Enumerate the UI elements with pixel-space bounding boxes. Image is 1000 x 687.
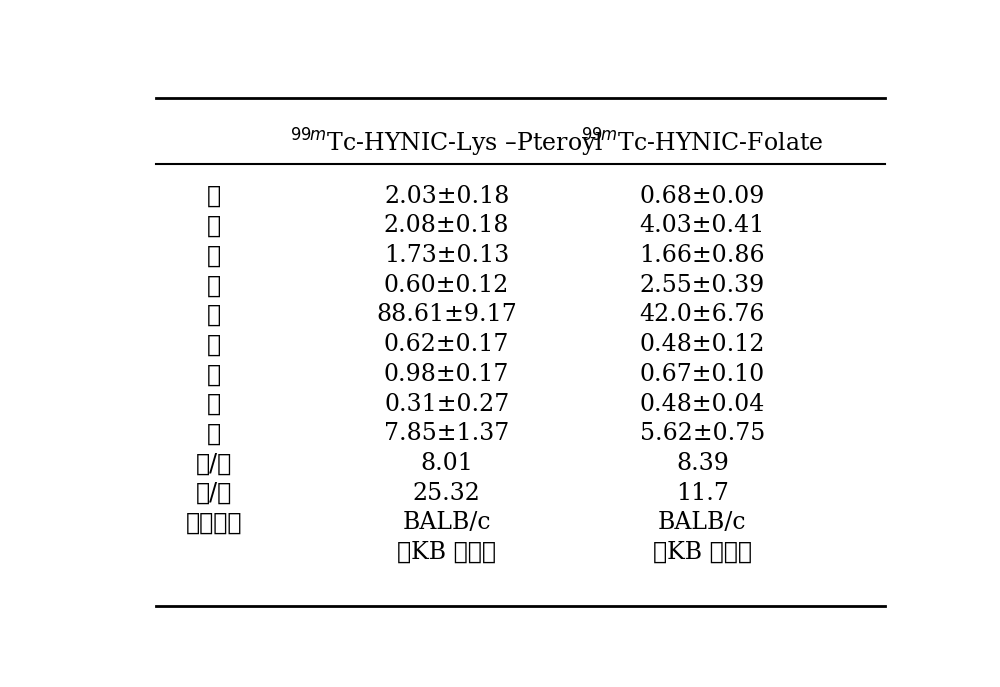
Text: 42.0±6.76: 42.0±6.76 (640, 304, 765, 326)
Text: 1.73±0.13: 1.73±0.13 (384, 244, 509, 267)
Text: 4.03±0.41: 4.03±0.41 (640, 214, 765, 238)
Text: 0.67±0.10: 0.67±0.10 (640, 363, 765, 386)
Text: 0.60±0.12: 0.60±0.12 (384, 274, 509, 297)
Text: 0.31±0.27: 0.31±0.27 (384, 392, 509, 416)
Text: 肾: 肾 (207, 303, 221, 327)
Text: $^{99m}$Tc-HYNIC-Folate: $^{99m}$Tc-HYNIC-Folate (581, 130, 824, 157)
Text: 7.85±1.37: 7.85±1.37 (384, 423, 509, 445)
Text: 8.01: 8.01 (420, 452, 473, 475)
Text: 肉: 肉 (207, 363, 221, 386)
Text: 2.08±0.18: 2.08±0.18 (384, 214, 509, 238)
Text: 肝: 肝 (207, 214, 221, 238)
Text: 瘤: 瘤 (207, 422, 221, 446)
Text: 肺: 肺 (207, 244, 221, 267)
Text: （KB 细胞）: （KB 细胞） (397, 541, 496, 564)
Text: 血: 血 (207, 392, 221, 416)
Text: 肿瘤模型: 肿瘤模型 (186, 511, 242, 535)
Text: 2.03±0.18: 2.03±0.18 (384, 185, 509, 207)
Text: BALB/c: BALB/c (658, 511, 747, 534)
Text: 心: 心 (207, 184, 221, 208)
Text: 0.48±0.12: 0.48±0.12 (640, 333, 765, 356)
Text: 88.61±9.17: 88.61±9.17 (376, 304, 517, 326)
Text: 肠: 肠 (207, 333, 221, 357)
Text: 瘤/血: 瘤/血 (196, 481, 232, 505)
Text: （KB 细胞）: （KB 细胞） (653, 541, 752, 564)
Text: 0.62±0.17: 0.62±0.17 (384, 333, 509, 356)
Text: 脾: 脾 (207, 273, 221, 297)
Text: 0.98±0.17: 0.98±0.17 (384, 363, 509, 386)
Text: 1.66±0.86: 1.66±0.86 (640, 244, 765, 267)
Text: 5.62±0.75: 5.62±0.75 (640, 423, 765, 445)
Text: BALB/c: BALB/c (402, 511, 491, 534)
Text: 瘤/肉: 瘤/肉 (196, 451, 232, 475)
Text: 0.68±0.09: 0.68±0.09 (640, 185, 765, 207)
Text: 0.48±0.04: 0.48±0.04 (640, 392, 765, 416)
Text: 11.7: 11.7 (676, 482, 729, 505)
Text: 8.39: 8.39 (676, 452, 729, 475)
Text: 25.32: 25.32 (413, 482, 481, 505)
Text: 2.55±0.39: 2.55±0.39 (640, 274, 765, 297)
Text: $^{99m}$Tc-HYNIC-Lys –Pteroyl: $^{99m}$Tc-HYNIC-Lys –Pteroyl (290, 127, 603, 159)
